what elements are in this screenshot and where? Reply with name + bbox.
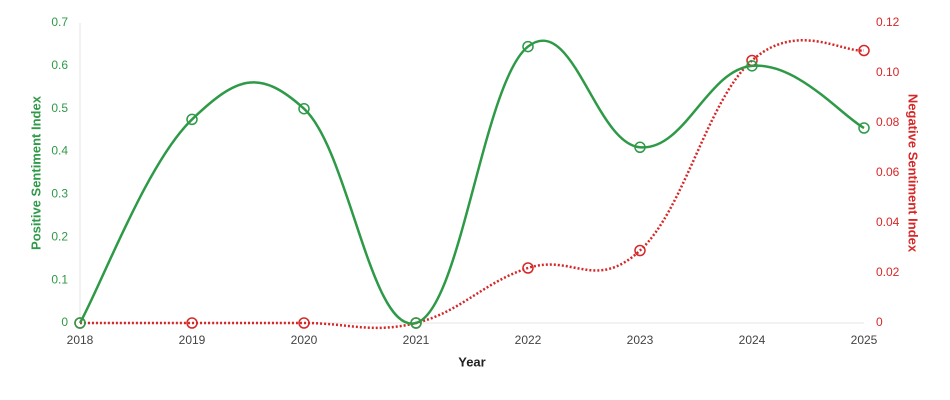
y2-tick-label: 0.10 (876, 65, 900, 79)
point-marker (634, 244, 646, 257)
x-tick-label: 2021 (403, 333, 430, 347)
point-marker (298, 317, 310, 329)
series-line (78, 39, 865, 325)
point-marker (186, 317, 198, 329)
y-tick-label: 0.1 (51, 272, 68, 286)
x-tick-label: 2019 (179, 333, 206, 347)
y2-tick-label: 0 (876, 315, 883, 329)
y-tick-label: 0.6 (51, 58, 68, 72)
x-tick-label: 2025 (851, 333, 878, 347)
point-marker (186, 113, 198, 126)
y2-tick-label: 0.02 (876, 265, 900, 279)
y-tick-label: 0.2 (51, 229, 68, 243)
y-tick-label: 0.7 (51, 15, 68, 29)
x-tick-label: 2020 (291, 333, 318, 347)
x-tick-label: 2018 (67, 333, 94, 347)
point-marker (522, 40, 534, 53)
point-marker (298, 102, 310, 115)
y2-axis-title: Negative Sentiment Index (906, 94, 921, 253)
point-marker (522, 262, 534, 274)
y-tick-label: 0 (61, 315, 68, 329)
x-tick-label: 2023 (627, 333, 654, 347)
y-tick-label: 0.3 (51, 187, 68, 201)
x-tick-label: 2022 (515, 333, 542, 347)
y2-tick-label: 0.06 (876, 165, 900, 179)
point-marker (858, 44, 870, 57)
y-axis-title: Positive Sentiment Index (28, 95, 43, 250)
point-marker (746, 60, 758, 72)
x-axis-title: Year (458, 354, 485, 369)
x-tick-label: 2024 (739, 333, 766, 347)
y-tick-label: 0.4 (51, 144, 68, 158)
y2-tick-label: 0.04 (876, 215, 900, 229)
y-tick-label: 0.5 (51, 101, 68, 115)
point-marker (858, 122, 870, 134)
series-line (80, 39, 865, 330)
point-marker (74, 317, 86, 329)
point-marker (634, 141, 646, 154)
point-marker (410, 317, 422, 329)
y2-tick-label: 0.12 (876, 15, 900, 29)
y2-tick-label: 0.08 (876, 115, 900, 129)
